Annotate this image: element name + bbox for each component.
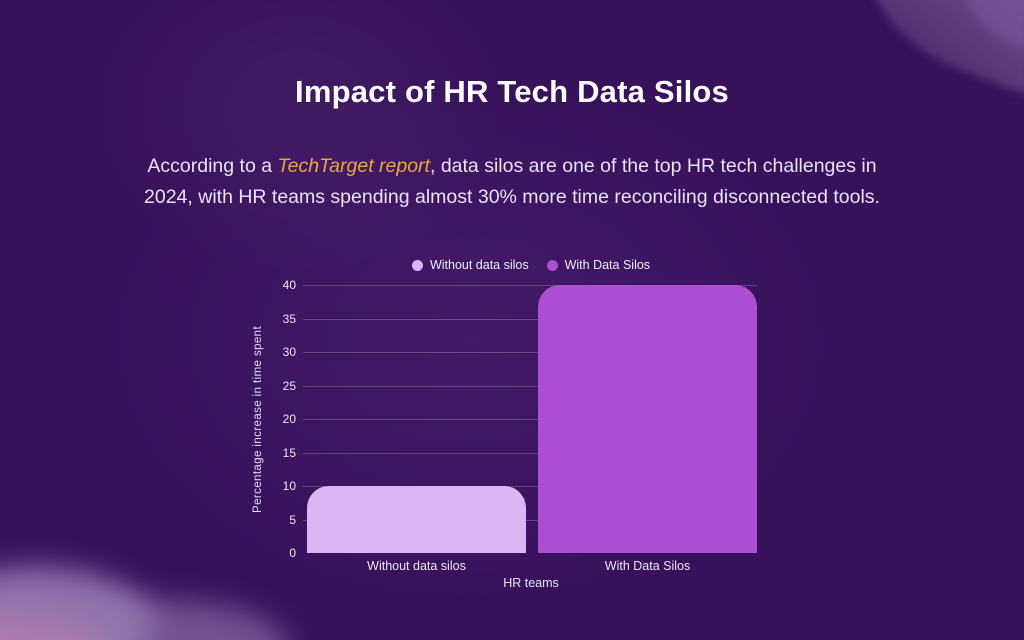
legend-swatch-icon [411, 259, 423, 271]
y-tick-label-5: 5 [289, 512, 296, 527]
y-axis-title: Percentage increase in time spent [252, 325, 264, 513]
page-subtitle: According to a TechTarget report, data s… [0, 151, 1024, 213]
bar-chart-plot-area: 0 5 10 15 20 25 30 35 40 Without data silos With D… [283, 278, 757, 573]
legend-item-2: With Data Silos [546, 258, 651, 272]
y-tick-label-40: 40 [282, 278, 296, 292]
y-tick-label-30: 30 [282, 345, 296, 359]
gridline-35 [303, 318, 757, 320]
legend-swatch-icon [546, 259, 558, 271]
x-tick-label-2: With Data Silos [604, 559, 691, 573]
page-title: Impact of HR Tech Data Silos [295, 74, 729, 109]
gridline-25 [303, 385, 757, 387]
y-tick-label-35: 35 [282, 311, 296, 326]
gridline-20 [303, 419, 757, 420]
legend-label: Without data silos [429, 258, 529, 272]
subtitle-text-pre: According to a [147, 155, 278, 177]
gridline-5 [303, 519, 757, 521]
gridline-10 [303, 486, 757, 487]
y-tick-label-0: 0 [289, 546, 296, 560]
subtitle-text-post: , data silos are one of the top HR tech … [429, 155, 877, 177]
legend-label: With Data Silos [564, 258, 651, 272]
gridline-30 [303, 352, 757, 353]
y-tick-label-20: 20 [282, 412, 296, 426]
chart-legend: Without data silos With Data Silos [305, 256, 757, 274]
gridline-15 [303, 452, 757, 454]
bar-without-data-silos [307, 486, 526, 553]
y-tick-label-25: 25 [282, 378, 296, 393]
y-tick-label-15: 15 [282, 445, 296, 460]
x-axis-title: HR teams [503, 576, 559, 590]
y-tick-label-10: 10 [282, 479, 296, 493]
legend-item-1: Without data silos [411, 258, 529, 272]
techtarget-report-link[interactable]: TechTarget report [277, 155, 430, 177]
bar-with-data-silos [538, 285, 757, 553]
subtitle-line1: According to a TechTarget report, data s… [147, 155, 876, 177]
subtitle-line2: 2024, with HR teams spending almost 30% … [144, 186, 880, 208]
x-tick-label-1: Without data silos [367, 559, 466, 573]
gridline-40 [303, 285, 757, 286]
